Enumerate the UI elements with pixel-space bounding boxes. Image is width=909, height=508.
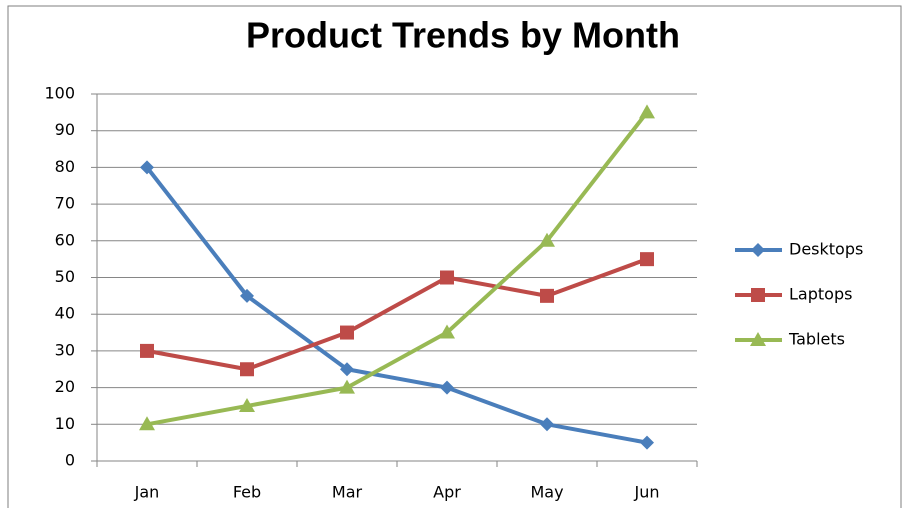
- y-tick-label: 80: [55, 157, 75, 176]
- marker: [439, 324, 455, 339]
- marker: [340, 325, 354, 340]
- y-tick-label: 90: [55, 120, 75, 139]
- marker: [640, 252, 654, 267]
- marker: [540, 417, 554, 432]
- legend-label: Desktops: [789, 240, 863, 259]
- chart-title: Product Trends by Month: [246, 15, 680, 56]
- y-tick-label: 70: [55, 194, 75, 213]
- marker: [440, 380, 454, 395]
- x-tick-label: Jun: [634, 483, 660, 502]
- x-tick-label: Feb: [233, 483, 261, 502]
- x-tick-label: Mar: [332, 483, 363, 502]
- marker: [639, 104, 655, 119]
- x-tick-label: May: [530, 483, 563, 502]
- marker: [340, 362, 354, 377]
- series-line: [146, 111, 649, 427]
- y-tick-label: 40: [55, 304, 75, 323]
- y-tick-label: 60: [55, 230, 75, 249]
- marker: [540, 288, 554, 303]
- legend-marker: [751, 243, 765, 257]
- y-tick-label: 100: [44, 84, 75, 103]
- legend-marker: [751, 288, 765, 302]
- marker: [139, 416, 155, 431]
- legend-marker: [750, 332, 766, 346]
- marker: [140, 160, 154, 175]
- x-tick-label: Jan: [134, 483, 160, 502]
- marker: [239, 397, 255, 412]
- series-line: [145, 166, 648, 445]
- marker: [440, 270, 454, 285]
- y-tick-label: 10: [55, 414, 75, 433]
- y-tick-label: 20: [55, 377, 75, 396]
- y-tick-label: 30: [55, 340, 75, 359]
- marker: [539, 232, 555, 247]
- marker: [240, 288, 254, 303]
- marker: [240, 362, 254, 377]
- x-tick-label: Apr: [433, 483, 461, 502]
- marker: [140, 343, 154, 358]
- chart-border: [7, 5, 902, 508]
- legend-label: Tablets: [788, 330, 845, 349]
- y-tick-label: 0: [65, 451, 75, 470]
- series-line: [146, 257, 648, 372]
- marker: [640, 435, 654, 450]
- legend-label: Laptops: [789, 285, 852, 304]
- marker: [339, 379, 355, 394]
- y-tick-label: 50: [55, 267, 75, 286]
